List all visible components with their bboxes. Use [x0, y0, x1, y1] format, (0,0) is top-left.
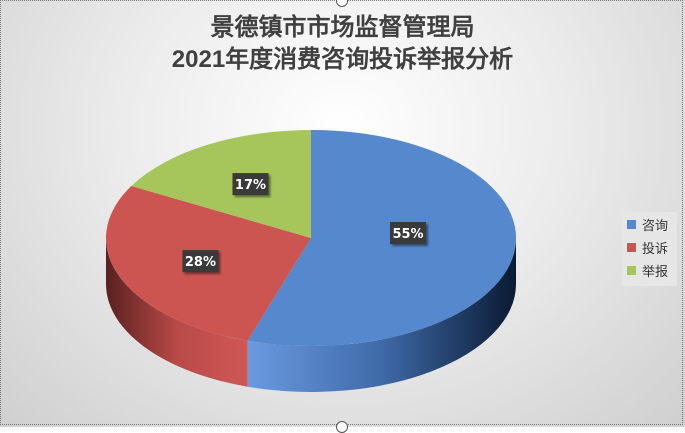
legend-label: 咨询: [642, 218, 669, 234]
data-label-1: 28%: [182, 250, 219, 273]
data-label-0: 55%: [390, 222, 426, 244]
legend-item-2[interactable]: 举报: [622, 259, 677, 281]
pie-side-0: [247, 238, 516, 392]
legend-label: 投诉: [642, 241, 669, 257]
data-label-box: [182, 250, 219, 273]
data-label-box: [390, 222, 426, 244]
data-label-text: 17%: [235, 178, 266, 193]
data-label-text: 28%: [185, 255, 216, 270]
legend-item-0[interactable]: 咨询: [622, 213, 677, 235]
resize-handle-bottom[interactable]: [336, 421, 348, 433]
pie-slice-0[interactable]: [247, 130, 516, 346]
legend-swatch: [627, 265, 636, 275]
legend-swatch: [627, 242, 636, 252]
data-label-box: [232, 173, 269, 196]
legend: 咨询 投诉 举报: [622, 212, 677, 286]
title-line-1: 景德镇市市场监督管理局: [210, 14, 475, 41]
legend-item-1[interactable]: 投诉: [622, 236, 677, 258]
pie-side-1: [106, 238, 248, 387]
legend-swatch: [627, 219, 636, 229]
data-label-2: 17%: [232, 173, 269, 196]
title-line-2: 2021年度消费咨询投诉举报分析: [171, 46, 514, 73]
pie-slice-2[interactable]: [131, 130, 311, 238]
legend-label: 举报: [642, 264, 669, 280]
chart-title: 景德镇市市场监督管理局 2021年度消费咨询投诉举报分析: [0, 12, 685, 76]
data-label-text: 55%: [392, 227, 423, 242]
